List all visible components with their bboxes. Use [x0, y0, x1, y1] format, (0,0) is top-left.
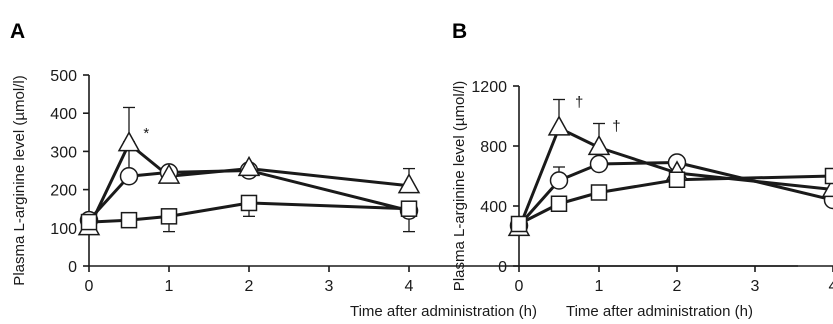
- x-tick-label: 1: [165, 278, 174, 295]
- x-axis-label: Time after administration (h): [350, 303, 537, 320]
- x-tick-label: 4: [405, 278, 414, 295]
- data-point-circle: [119, 166, 139, 186]
- data-point-square: [824, 167, 833, 185]
- data-point-triangle: [157, 163, 181, 184]
- significance-marker: *: [143, 125, 149, 142]
- x-tick-label: 2: [673, 278, 682, 295]
- x-tick-label: 4: [829, 278, 833, 295]
- y-tick-label: 500: [50, 68, 77, 85]
- data-point-triangle: [547, 115, 571, 136]
- data-point-circle: [549, 171, 569, 190]
- y-tick-label: 800: [480, 139, 507, 156]
- data-point-square: [80, 213, 98, 231]
- data-point-square: [400, 200, 418, 217]
- y-axis-label: Plasma L-arginine level (µmol/l): [11, 75, 28, 285]
- x-tick-label: 2: [245, 278, 254, 295]
- y-tick-label: 0: [68, 259, 77, 276]
- y-tick-label: 400: [50, 106, 77, 123]
- panel-letter: B: [452, 20, 467, 43]
- y-axis-label: Plasma L-arginine level (µmol/l): [451, 81, 468, 291]
- significance-marker: †: [612, 118, 620, 135]
- y-tick-label: 400: [480, 199, 507, 216]
- data-point-square: [550, 195, 568, 212]
- panel-b: B 0 400 800 1200 0 1 2 3 4 Time after administrati…: [451, 20, 833, 320]
- x-axis-label: Time after administration (h): [566, 303, 753, 320]
- data-point-square: [120, 211, 138, 229]
- significance-marker: †: [575, 94, 583, 111]
- data-point-triangle: [237, 155, 261, 177]
- data-point-circle: [589, 154, 609, 174]
- data-point-square: [510, 215, 528, 233]
- x-tick-label: 0: [85, 278, 94, 295]
- y-tick-label: 0: [498, 259, 507, 276]
- y-tick-label: 100: [50, 221, 77, 238]
- panel-letter: A: [10, 20, 25, 43]
- data-point-triangle: [397, 173, 421, 194]
- x-tick-label: 3: [325, 278, 334, 295]
- data-point-square: [160, 208, 178, 225]
- data-point-triangle: [587, 134, 611, 156]
- data-point-square: [240, 194, 258, 212]
- x-tick-label: 1: [595, 278, 604, 295]
- y-tick-label: 300: [50, 144, 77, 161]
- y-tick-label: 1200: [471, 79, 507, 96]
- data-point-square: [668, 171, 686, 188]
- data-point-triangle: [117, 131, 141, 152]
- x-tick-label: 3: [751, 278, 760, 295]
- y-tick-label: 200: [50, 183, 77, 200]
- data-point-square: [590, 184, 608, 201]
- x-tick-label: 0: [515, 278, 524, 295]
